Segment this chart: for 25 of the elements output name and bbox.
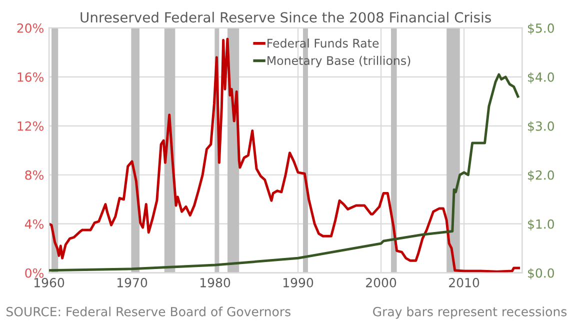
y2-tick-label: $1.0 [528, 219, 554, 230]
x-tick-label: 1960 [34, 278, 64, 288]
y2-tick-label: $5.0 [528, 23, 554, 35]
x-tick-label: 2010 [449, 278, 480, 288]
y-tick-label: 12% [18, 121, 44, 131]
line-series [49, 38, 520, 273]
y-tick-label: 4% [24, 219, 44, 229]
y2-tick-label: $0.0 [528, 268, 554, 280]
y2-tick-label: $3.0 [528, 121, 554, 132]
y-tick-label: 20% [17, 23, 44, 33]
text: Gray bars represent recessions [373, 306, 567, 319]
y2-tick-label: $2.0 [528, 170, 554, 182]
y-tick-label: 16% [18, 72, 44, 82]
legend-label: Monetary Base (trillions) [268, 56, 410, 68]
chart-title: Unreserved Federal Reserve Since the 2008 Financial Crisis [80, 12, 491, 23]
x-tick-label: 1990 [283, 278, 314, 288]
x-tick-label: 1980 [200, 278, 230, 288]
y-tick-label: 8% [25, 170, 44, 180]
legend-label: Federal Funds Rate [268, 38, 379, 48]
y-tick-label: 0% [25, 268, 44, 278]
y2-tick-label: $4.0 [528, 72, 554, 84]
x-tick-label: 1970 [117, 278, 148, 288]
x-tick-label: 2000 [366, 278, 396, 288]
source-note: SOURCE: Federal Reserve Board of Governors [6, 306, 290, 316]
line-series [49, 73, 520, 272]
